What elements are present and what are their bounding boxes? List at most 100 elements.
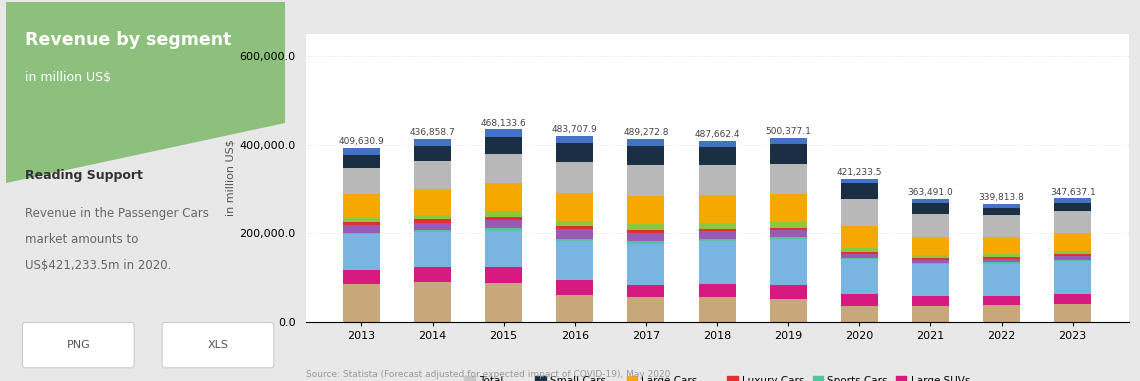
Bar (1054, 233, 1091, 251)
Bar (770, 194, 807, 223)
Bar (1054, 251, 1091, 254)
Bar (841, 306, 878, 322)
Bar (983, 254, 1020, 257)
Y-axis label: in million US$: in million US$ (226, 140, 235, 216)
Text: XLS: XLS (207, 340, 228, 350)
Bar (486, 217, 522, 220)
Bar (983, 259, 1020, 262)
Bar (841, 251, 878, 254)
Bar (841, 179, 878, 183)
Bar (343, 218, 380, 222)
Bar (343, 270, 380, 284)
Bar (770, 230, 807, 237)
Bar (912, 306, 948, 322)
Bar (699, 147, 735, 165)
Bar (343, 232, 380, 234)
Bar (627, 243, 665, 285)
Bar (983, 296, 1020, 305)
Text: 489,272.8: 489,272.8 (624, 128, 669, 138)
Bar (841, 258, 878, 259)
Bar (841, 226, 878, 248)
Bar (770, 138, 807, 144)
Bar (627, 146, 665, 165)
Text: Reading Support: Reading Support (25, 169, 144, 182)
Text: in million US$: in million US$ (25, 71, 112, 84)
Bar (627, 297, 665, 322)
Text: 436,858.7: 436,858.7 (409, 128, 455, 137)
Bar (983, 305, 1020, 322)
Bar (627, 233, 665, 241)
Text: 421,233.5: 421,233.5 (837, 168, 882, 177)
Bar (841, 199, 878, 226)
Text: PNG: PNG (66, 340, 90, 350)
Bar (699, 141, 735, 147)
Text: 500,377.1: 500,377.1 (765, 127, 812, 136)
Bar (414, 161, 451, 189)
Bar (627, 230, 665, 233)
Bar (627, 196, 665, 224)
FancyBboxPatch shape (162, 322, 274, 368)
Text: Revenue by segment: Revenue by segment (25, 30, 231, 49)
Bar (414, 282, 451, 322)
Bar (699, 297, 735, 322)
Bar (699, 284, 735, 297)
Bar (486, 267, 522, 283)
Bar (699, 165, 735, 195)
Bar (912, 260, 948, 263)
Bar (486, 283, 522, 322)
FancyBboxPatch shape (23, 322, 135, 368)
Bar (983, 257, 1020, 259)
Bar (486, 130, 522, 136)
Bar (556, 193, 593, 221)
Bar (770, 228, 807, 230)
Bar (556, 162, 593, 193)
Bar (841, 254, 878, 258)
Bar (343, 234, 380, 270)
Bar (1054, 199, 1091, 203)
Bar (983, 203, 1020, 208)
Text: 363,491.0: 363,491.0 (907, 188, 953, 197)
Bar (486, 220, 522, 228)
Bar (912, 199, 948, 203)
Bar (983, 215, 1020, 237)
Bar (1054, 259, 1091, 261)
Bar (486, 231, 522, 267)
Bar (1054, 256, 1091, 259)
Polygon shape (6, 2, 285, 183)
Bar (556, 241, 593, 280)
Bar (1054, 203, 1091, 211)
Text: Source: Statista (Forecast adjusted for expected impact of COVID-19), May 2020: Source: Statista (Forecast adjusted for … (306, 370, 670, 379)
Bar (486, 228, 522, 231)
Bar (841, 183, 878, 199)
Bar (699, 231, 735, 239)
Bar (912, 237, 948, 255)
Bar (556, 143, 593, 162)
Bar (627, 285, 665, 297)
Text: Revenue in the Passenger Cars: Revenue in the Passenger Cars (25, 207, 209, 219)
Bar (414, 267, 451, 282)
Bar (699, 229, 735, 231)
Bar (343, 147, 380, 155)
Bar (770, 285, 807, 299)
Bar (556, 295, 593, 322)
Text: 468,133.6: 468,133.6 (481, 118, 527, 128)
Bar (486, 211, 522, 217)
Bar (699, 195, 735, 223)
Bar (343, 194, 380, 218)
Bar (343, 155, 380, 168)
Bar (699, 223, 735, 229)
Bar (414, 139, 451, 146)
Bar (414, 223, 451, 230)
Bar (770, 223, 807, 228)
Bar (414, 189, 451, 215)
Bar (983, 262, 1020, 264)
Bar (983, 237, 1020, 254)
Bar (627, 139, 665, 146)
Bar (699, 239, 735, 240)
Bar (912, 255, 948, 258)
Bar (1054, 261, 1091, 294)
Text: 483,707.9: 483,707.9 (552, 125, 597, 134)
Text: 487,662.4: 487,662.4 (694, 130, 740, 139)
Bar (841, 259, 878, 294)
Bar (627, 241, 665, 243)
